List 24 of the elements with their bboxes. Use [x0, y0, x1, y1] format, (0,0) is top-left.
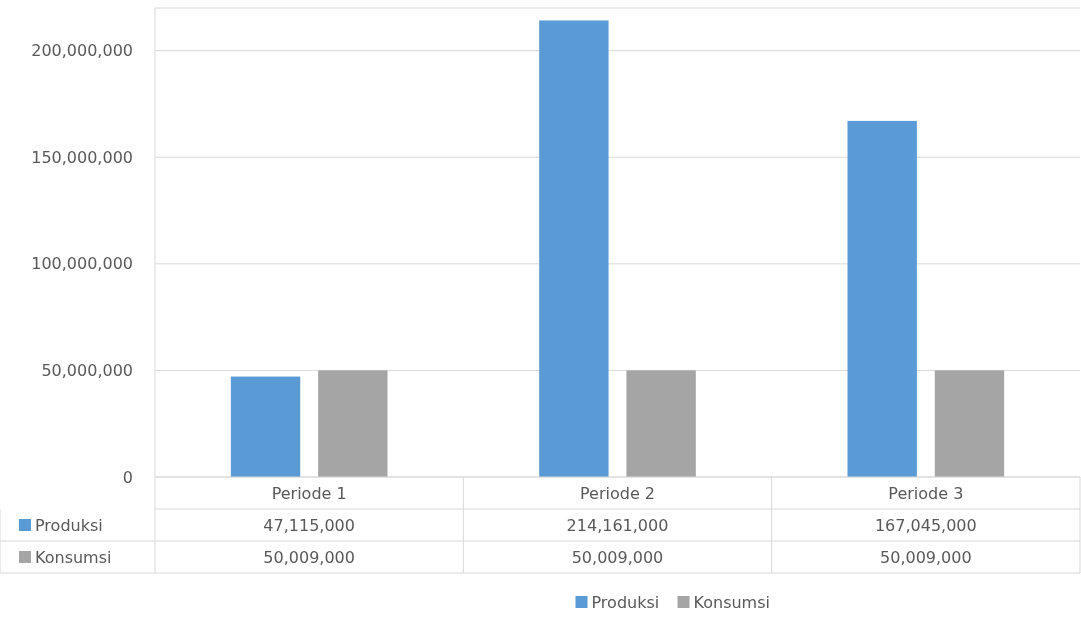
- x-tick-label: Periode 2: [580, 483, 655, 503]
- data-label: 50,009,000: [263, 547, 355, 567]
- text: Konsumsi: [35, 547, 112, 567]
- data-label: 214,161,000: [566, 515, 669, 535]
- y-tick-label: 200,000,000: [31, 41, 133, 61]
- y-tick-label: 100,000,000: [31, 254, 133, 274]
- data-label: 167,045,000: [874, 515, 977, 535]
- y-tick-label: 50,000,000: [41, 361, 133, 381]
- bar: [318, 370, 388, 477]
- x-tick-label: Periode 1: [271, 483, 347, 503]
- bar: [539, 20, 609, 477]
- legend-label: Produksi: [591, 592, 660, 612]
- y-tick-label: 0: [122, 467, 133, 487]
- bar: [626, 370, 696, 477]
- data-label: 50,009,000: [880, 547, 972, 567]
- y-tick-label: 150,000,000: [31, 147, 133, 167]
- bar: [230, 376, 301, 477]
- bar: [934, 370, 1005, 477]
- bar: [847, 120, 917, 477]
- legend-label: Konsumsi: [693, 592, 770, 612]
- data-label: 50,009,000: [571, 547, 664, 567]
- text: Produksi: [35, 515, 103, 535]
- data-label: 47,115,000: [263, 515, 355, 535]
- x-tick-label: Periode 3: [888, 483, 964, 503]
